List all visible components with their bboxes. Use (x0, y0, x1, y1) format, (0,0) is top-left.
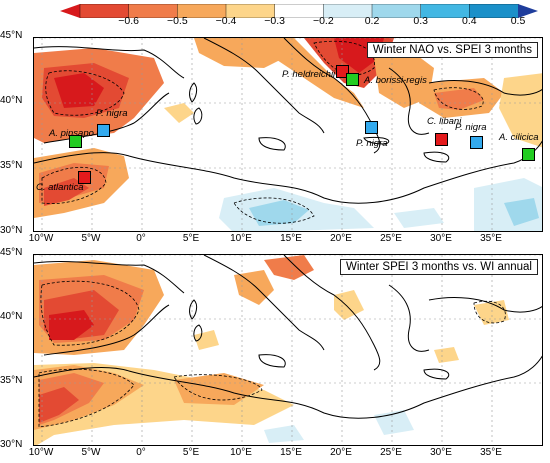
colorbar-tick-label: −0.6 (118, 15, 140, 27)
site-marker (336, 65, 349, 78)
site-marker (69, 135, 82, 148)
colorbar-tick-label: −0.2 (312, 15, 334, 27)
latitude-label: 30°N (0, 439, 23, 450)
longitude-label: 5°E (182, 447, 200, 458)
colorbar-tick-label: −0.3 (264, 15, 286, 27)
longitude-label: 35°E (480, 447, 502, 458)
latitude-label: 45°N (0, 30, 23, 41)
site-label: P. nigra (356, 138, 388, 149)
longitude-label: 30°E (430, 233, 452, 244)
longitude-label: 10°E (230, 447, 252, 458)
bottom-gridlines (34, 255, 542, 445)
longitude-label: 30°E (430, 447, 452, 458)
top-positive-shading (219, 178, 542, 231)
longitude-label: 15°E (280, 233, 302, 244)
site-label: P. nigra (455, 122, 487, 133)
map-bottom-graphic (34, 255, 542, 445)
top-coastlines (34, 38, 542, 204)
site-label: P. nigra (96, 108, 128, 119)
longitude-label: 5°W (81, 447, 101, 458)
colorbar-tick-label: 0.5 (510, 15, 526, 27)
longitude-label: 15°E (280, 447, 302, 458)
site-label: C. libani (427, 116, 462, 127)
bottom-shading (34, 255, 509, 445)
site-label: A. borissi-regis (364, 75, 427, 86)
colorbar-graphic (60, 3, 538, 19)
site-marker (365, 121, 378, 134)
latitude-label: 35°N (0, 160, 23, 171)
longitude-label: 5°E (182, 233, 200, 244)
site-label: A. pinsapo (49, 128, 94, 139)
bottom-coastlines (34, 255, 542, 419)
site-marker (346, 73, 359, 86)
site-marker (470, 136, 483, 149)
site-marker (78, 171, 91, 184)
bottom-significance-contours (38, 280, 506, 428)
longitude-label: 0° (136, 447, 146, 458)
site-marker (97, 124, 110, 137)
panel-title-bottom: Winter SPEI 3 months vs. WI annual (340, 259, 538, 275)
longitude-label: 0° (136, 233, 146, 244)
map-top-graphic (34, 38, 542, 231)
top-significance-contours (41, 40, 484, 224)
longitude-label: 25°E (380, 233, 402, 244)
site-marker (435, 133, 448, 146)
longitude-label: 35°E (480, 233, 502, 244)
colorbar-tick-label: 0.2 (364, 15, 380, 27)
colorbar-tick-label: 0.4 (462, 15, 477, 27)
colorbar-tick-label: −0.4 (215, 15, 237, 27)
latitude-label: 45°N (0, 247, 23, 258)
site-label: C. atlantica (36, 182, 84, 193)
site-label: P. heldreichii (282, 69, 336, 80)
site-marker (522, 148, 535, 161)
colorbar-left-arrow (60, 4, 80, 18)
panel-title-top: Winter NAO vs. SPEI 3 months (366, 42, 538, 58)
colorbar-tick-label: 0.3 (413, 15, 428, 27)
longitude-label: 10°E (230, 233, 252, 244)
latitude-label: 40°N (0, 311, 23, 322)
longitude-label: 25°E (380, 447, 402, 458)
longitude-label: 20°E (330, 447, 352, 458)
longitude-label: 10°W (28, 447, 54, 458)
colorbar (60, 3, 538, 19)
latitude-label: 40°N (0, 95, 23, 106)
map-panel-top: Winter NAO vs. SPEI 3 months P. heldreic… (33, 37, 543, 232)
longitude-label: 10°W (28, 233, 54, 244)
map-panel-bottom: Winter SPEI 3 months vs. WI annual (33, 254, 543, 446)
latitude-label: 35°N (0, 375, 23, 386)
colorbar-right-arrow (518, 4, 538, 18)
longitude-label: 20°E (330, 233, 352, 244)
site-label: A. cilicica (499, 132, 539, 143)
longitude-label: 5°W (81, 233, 101, 244)
latitude-label: 30°N (0, 225, 23, 236)
colorbar-tick-label: −0.5 (166, 15, 188, 27)
